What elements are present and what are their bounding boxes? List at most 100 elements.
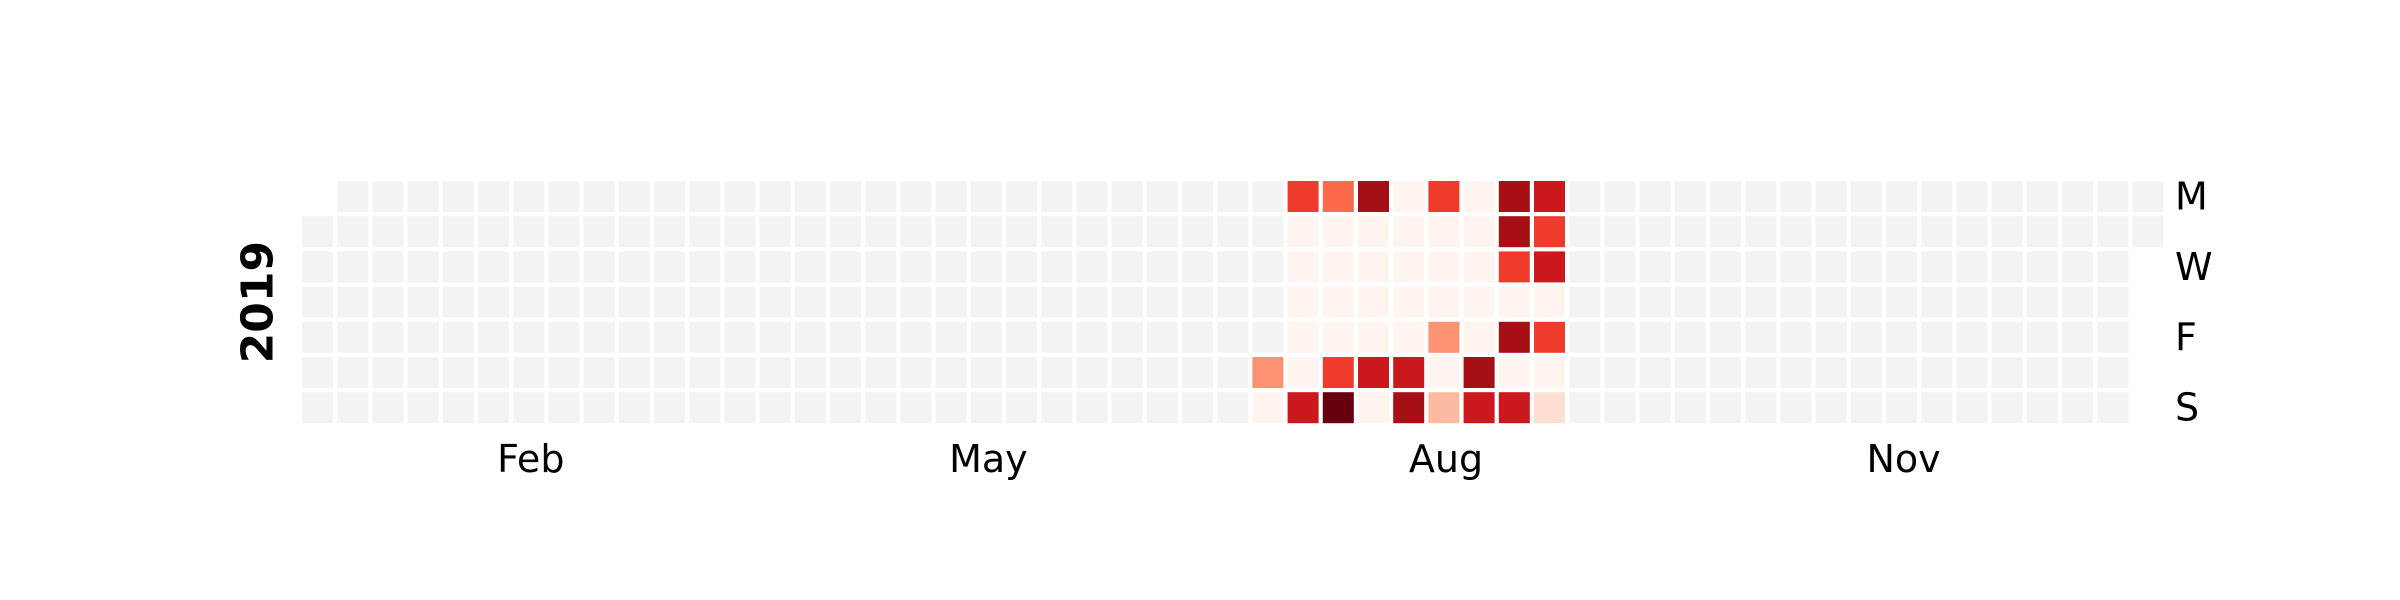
heatmap-cell	[689, 181, 721, 212]
heatmap-cell	[372, 392, 404, 424]
heatmap-cell	[970, 357, 1002, 388]
heatmap-cell	[1076, 216, 1108, 248]
heatmap-cell	[1463, 321, 1495, 353]
heatmap-cell	[1639, 357, 1671, 388]
heatmap-cell	[1006, 251, 1037, 283]
heatmap-cell	[1604, 181, 1636, 212]
heatmap-cell	[407, 216, 439, 248]
heatmap-cell	[1498, 392, 1530, 424]
heatmap-cell	[1393, 251, 1425, 283]
heatmap-cell	[830, 216, 861, 248]
heatmap-cell	[1287, 251, 1319, 283]
heatmap-cell	[1674, 216, 1706, 248]
heatmap-cell	[1850, 216, 1882, 248]
heatmap-cell	[935, 286, 967, 318]
heatmap-cell	[1604, 216, 1636, 248]
heatmap-cell	[1745, 321, 1777, 353]
heatmap-cell	[1850, 392, 1882, 424]
heatmap-cell	[1991, 392, 2023, 424]
heatmap-cell	[1041, 286, 1073, 318]
heatmap-cell	[2026, 181, 2058, 212]
heatmap-cell	[337, 392, 369, 424]
heatmap-cell	[1815, 392, 1847, 424]
heatmap-cell	[759, 392, 791, 424]
heatmap-cell	[442, 181, 474, 212]
heatmap-cell	[1428, 181, 1460, 212]
heatmap-cell	[1886, 357, 1917, 388]
heatmap-cell	[759, 216, 791, 248]
heatmap-cell	[618, 286, 650, 318]
heatmap-cell	[1463, 286, 1495, 318]
heatmap-cell	[1006, 321, 1037, 353]
heatmap-cell	[1674, 392, 1706, 424]
heatmap-cell	[548, 392, 580, 424]
heatmap-cell	[407, 392, 439, 424]
heatmap-cell	[1815, 286, 1847, 318]
heatmap-cell	[1604, 321, 1636, 353]
heatmap-cell	[548, 216, 580, 248]
heatmap-cell	[1534, 321, 1565, 353]
heatmap-cell	[478, 357, 509, 388]
heatmap-cell	[689, 216, 721, 248]
heatmap-cell	[1111, 216, 1143, 248]
heatmap-cell	[1710, 392, 1741, 424]
heatmap-cell	[1006, 286, 1037, 318]
heatmap-cell	[1111, 357, 1143, 388]
heatmap-cell	[724, 321, 756, 353]
heatmap-cell	[654, 181, 685, 212]
heatmap-cell	[302, 357, 333, 388]
heatmap-cell	[1393, 216, 1425, 248]
heatmap-cell	[1111, 181, 1143, 212]
heatmap-cell	[1498, 357, 1530, 388]
heatmap-cell	[1146, 357, 1178, 388]
heatmap-cell	[1182, 357, 1213, 388]
heatmap-cell	[2097, 181, 2129, 212]
heatmap-cell	[935, 251, 967, 283]
heatmap-cell	[1569, 392, 1601, 424]
heatmap-cell	[1182, 392, 1213, 424]
heatmap-cell	[583, 181, 615, 212]
heatmap-cell	[1534, 251, 1565, 283]
heatmap-cell	[1991, 216, 2023, 248]
heatmap-cell	[865, 321, 897, 353]
heatmap-cell	[1956, 216, 1988, 248]
heatmap-cell	[830, 392, 861, 424]
heatmap-cell	[1569, 357, 1601, 388]
heatmap-cell	[583, 357, 615, 388]
heatmap-cell	[970, 216, 1002, 248]
heatmap-cell	[689, 286, 721, 318]
heatmap-cell	[2062, 321, 2093, 353]
heatmap-cell	[1745, 392, 1777, 424]
heatmap-cell	[900, 392, 932, 424]
heatmap-cell	[1041, 392, 1073, 424]
heatmap-cell	[865, 216, 897, 248]
heatmap-cell	[478, 181, 509, 212]
heatmap-cell	[1252, 286, 1284, 318]
heatmap-cell	[513, 392, 545, 424]
heatmap-cell	[407, 321, 439, 353]
heatmap-cell	[1358, 251, 1389, 283]
heatmap-cell	[1217, 321, 1249, 353]
heatmap-cell	[935, 392, 967, 424]
heatmap-cell	[1182, 321, 1213, 353]
year-label: 2019	[233, 241, 284, 363]
heatmap-cell	[1146, 392, 1178, 424]
heatmap-cell	[478, 286, 509, 318]
heatmap-cell	[1639, 392, 1671, 424]
heatmap-cell	[1358, 286, 1389, 318]
heatmap-cell	[794, 392, 826, 424]
heatmap-cell	[442, 392, 474, 424]
heatmap-cell	[2132, 181, 2164, 212]
heatmap-cell	[1252, 392, 1284, 424]
heatmap-cell	[1815, 181, 1847, 212]
heatmap-cell	[1287, 216, 1319, 248]
heatmap-cell	[1534, 181, 1565, 212]
heatmap-cell	[1358, 321, 1389, 353]
heatmap-cell	[1850, 286, 1882, 318]
heatmap-cell	[1921, 251, 1953, 283]
heatmap-cell	[1710, 181, 1741, 212]
heatmap-cell	[689, 392, 721, 424]
heatmap-cell	[1322, 181, 1354, 212]
heatmap-cell	[1991, 181, 2023, 212]
